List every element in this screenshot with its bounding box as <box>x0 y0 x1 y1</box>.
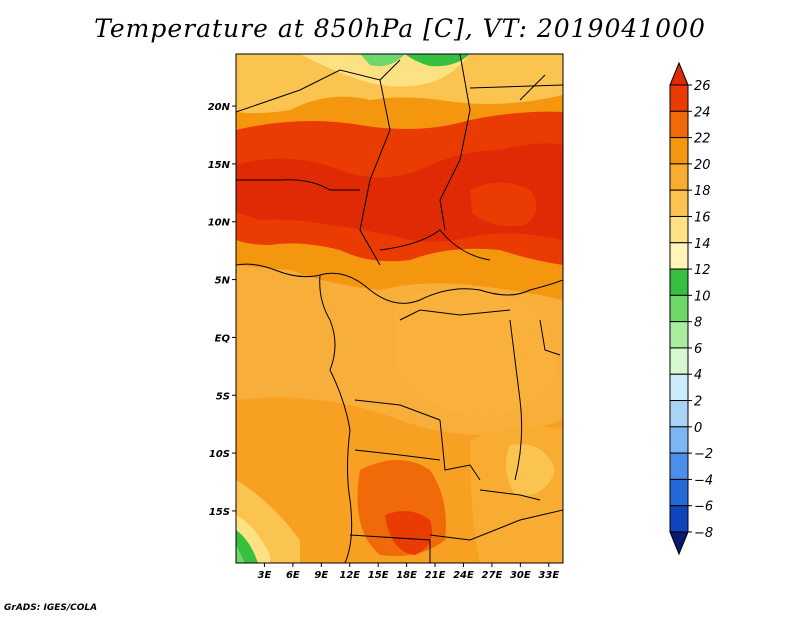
lat-tick-label: 5N <box>215 276 231 287</box>
temperature-shading <box>236 54 563 563</box>
colorbar-top-arrow <box>669 61 689 86</box>
colorbar-label: 8 <box>694 316 702 331</box>
colorbar-swatch <box>669 137 689 165</box>
colorbar-label: 2 <box>694 395 702 410</box>
colorbar-label: 22 <box>694 132 711 147</box>
lat-tick-label: 5S <box>216 391 230 402</box>
map-frame <box>235 53 564 564</box>
lon-tick-label: 3E <box>258 570 272 581</box>
colorbar-swatch <box>669 347 689 375</box>
colorbar-label: 0 <box>694 421 702 436</box>
lat-tick-label: 15N <box>208 160 231 171</box>
colorbar-label: −6 <box>694 500 713 515</box>
colorbar-swatch <box>669 84 689 112</box>
colorbar-swatch <box>669 163 689 191</box>
lat-tick-label: 10S <box>209 449 230 460</box>
lon-tick-label: 6E <box>286 570 300 581</box>
colorbar-swatch <box>669 452 689 480</box>
lon-tick-label: 12E <box>339 570 360 581</box>
colorbar-swatch <box>669 400 689 428</box>
country-boundaries <box>236 54 563 563</box>
colorbar-swatch <box>669 373 689 402</box>
plot-title: Temperature at 850hPa [C], VT: 201904100… <box>94 14 706 43</box>
lon-tick-label: 30E <box>510 570 531 581</box>
lon-tick-label: 24E <box>453 570 474 581</box>
lat-tick-label: EQ <box>215 333 231 344</box>
footer-credit: GrADS: IGES/COLA <box>4 603 98 613</box>
colorbar-swatch <box>669 478 689 507</box>
lat-tick-label: 15S <box>209 507 230 518</box>
colorbar-swatch <box>669 426 689 454</box>
colorbar-bottom-arrow <box>669 531 689 556</box>
colorbar-label: 4 <box>694 368 702 383</box>
lon-tick-label: 33E <box>538 570 559 581</box>
lon-tick-label: 18E <box>396 570 417 581</box>
lon-tick-label: 9E <box>314 570 328 581</box>
lat-tick-label: 20N <box>208 102 231 113</box>
longitude-axis: 3E 6E 9E 12E 15E 18E 21E 24E 27E 30E 33E <box>258 563 559 581</box>
lon-tick-label: 15E <box>368 570 389 581</box>
colorbar-label: 20 <box>694 158 711 173</box>
colorbar-label: 10 <box>694 289 711 304</box>
lon-tick-label: 21E <box>425 570 446 581</box>
colorbar-swatch <box>669 242 689 270</box>
colorbar-swatch <box>669 215 689 244</box>
lat-tick-label: 10N <box>208 218 231 229</box>
colorbar-swatch <box>669 268 689 296</box>
colorbar-label: 6 <box>694 342 702 357</box>
colorbar-label: 16 <box>694 210 711 225</box>
colorbar-swatch <box>669 110 689 139</box>
colorbar-label: −8 <box>694 526 713 541</box>
colorbar-label: 14 <box>694 237 711 252</box>
colorbar-swatch <box>669 189 689 217</box>
colorbar-label: 18 <box>694 184 711 199</box>
colorbar-label: 26 <box>694 79 711 94</box>
colorbar-swatch <box>669 294 689 323</box>
colorbar-label: 24 <box>694 105 711 120</box>
colorbar-swatch <box>669 505 689 533</box>
colorbar-label: −4 <box>694 473 713 488</box>
colorbar-label: −2 <box>694 447 713 462</box>
colorbar-label: 12 <box>694 263 711 278</box>
lon-tick-label: 27E <box>482 570 503 581</box>
latitude-axis: 20N 15N 10N 5N EQ 5S 10S 15S <box>208 102 236 518</box>
colorbar-swatch <box>669 321 689 349</box>
